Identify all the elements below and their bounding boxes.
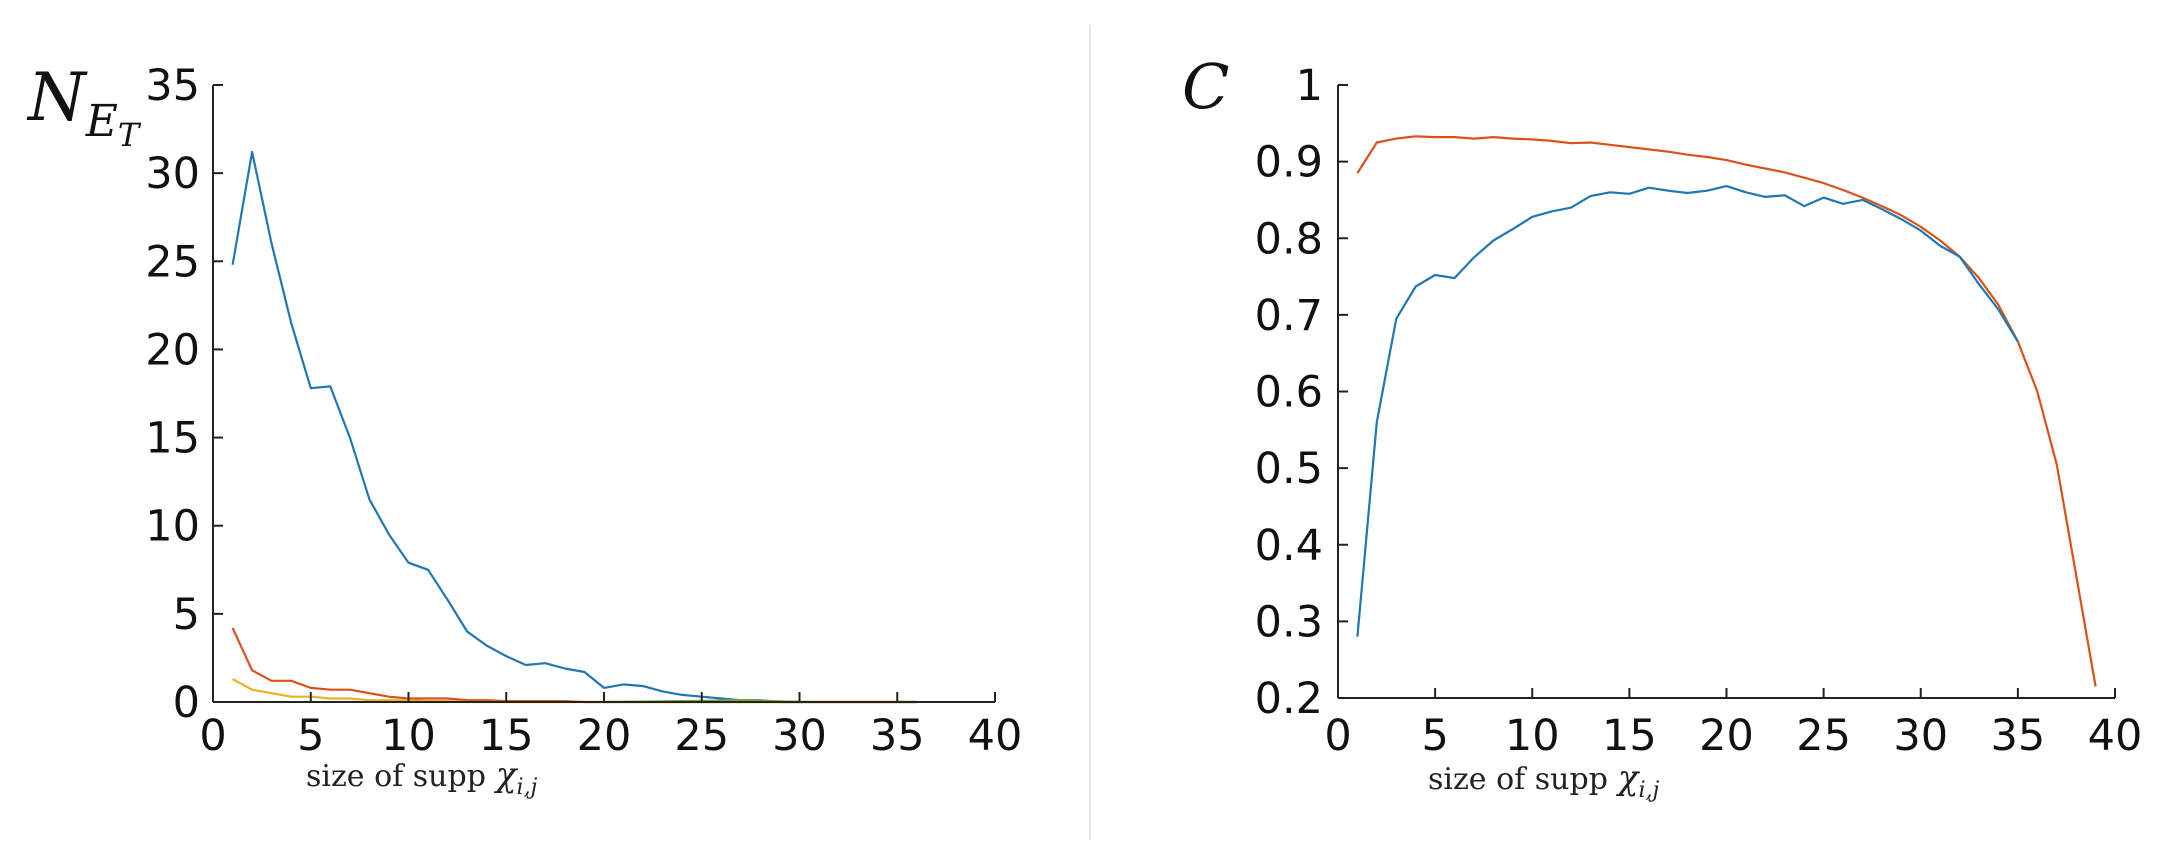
y-tick-label: 15 <box>145 414 200 464</box>
y-tick-label: 0 <box>173 678 200 728</box>
x-tick-label: 35 <box>870 711 925 761</box>
x-tick-label: 15 <box>479 711 534 761</box>
y-tick-label: 0.5 <box>1255 444 1323 494</box>
right-ticks: 0 5 10 15 20 25 30 35 40 0.2 0.3 0.4 0.5 0.6 0.7 0.8 0.9… <box>1255 61 2143 761</box>
chart-right: 0 5 10 15 20 25 30 35 40 0.2 0.3 0.4 0.5 0.6 0.7 0.8 0.9… <box>1182 50 2142 803</box>
left-axes <box>212 85 995 703</box>
right-plot-lines <box>1356 135 2097 687</box>
y-tick-label: 35 <box>145 61 200 111</box>
x-tick-label: 25 <box>674 711 729 761</box>
left-plot-lines <box>231 150 917 704</box>
right-axes <box>1337 85 2115 699</box>
left-y-axis-label: NET <box>26 59 142 154</box>
x-tick-label: 40 <box>2088 711 2143 761</box>
y-tick-label: 0.3 <box>1255 597 1323 647</box>
x-tick-label: 20 <box>577 711 632 761</box>
y-tick-label: 30 <box>145 149 200 199</box>
x-tick-label: 10 <box>1505 711 1560 761</box>
x-tick-label: 0 <box>1324 711 1351 761</box>
y-tick-label: 1 <box>1296 61 1323 111</box>
y-tick-label: 0.2 <box>1255 674 1323 724</box>
y-tick-label: 0.4 <box>1255 521 1323 571</box>
y-tick-label: 20 <box>145 325 200 375</box>
x-tick-label: 40 <box>968 711 1023 761</box>
y-tick-label: 0.8 <box>1255 214 1323 264</box>
x-tick-label: 25 <box>1796 711 1851 761</box>
x-tick-label: 10 <box>381 711 436 761</box>
x-tick-label: 30 <box>772 711 827 761</box>
left-x-axis-label: size of supp χi,j <box>306 755 538 800</box>
y-tick-label: 10 <box>145 502 200 552</box>
right-y-axis-label: C <box>1182 50 1229 123</box>
x-tick-label: 5 <box>297 711 324 761</box>
series-line-2 <box>231 627 917 704</box>
chart-left: 0 5 10 15 20 25 30 35 40 0 5 10 15 20 25 30 35 NET size … <box>26 59 1022 800</box>
x-tick-label: 15 <box>1602 711 1657 761</box>
y-tick-label: 0.6 <box>1255 368 1323 418</box>
series-line-2 <box>1356 185 2019 637</box>
right-x-axis-label: size of supp χi,j <box>1428 758 1660 803</box>
left-ticks: 0 5 10 15 20 25 30 35 40 0 5 10 15 20 25 30 35 <box>145 61 1022 761</box>
x-tick-label: 30 <box>1893 711 1948 761</box>
x-tick-label: 5 <box>1421 711 1448 761</box>
series-line-1 <box>231 150 917 704</box>
y-tick-label: 5 <box>173 590 200 640</box>
y-tick-label: 0.9 <box>1255 138 1323 188</box>
series-line-1 <box>1356 135 2097 687</box>
x-tick-label: 0 <box>199 711 226 761</box>
y-tick-label: 25 <box>145 237 200 287</box>
y-tick-label: 0.7 <box>1255 291 1323 341</box>
x-tick-label: 20 <box>1699 711 1754 761</box>
x-tick-label: 35 <box>1991 711 2046 761</box>
